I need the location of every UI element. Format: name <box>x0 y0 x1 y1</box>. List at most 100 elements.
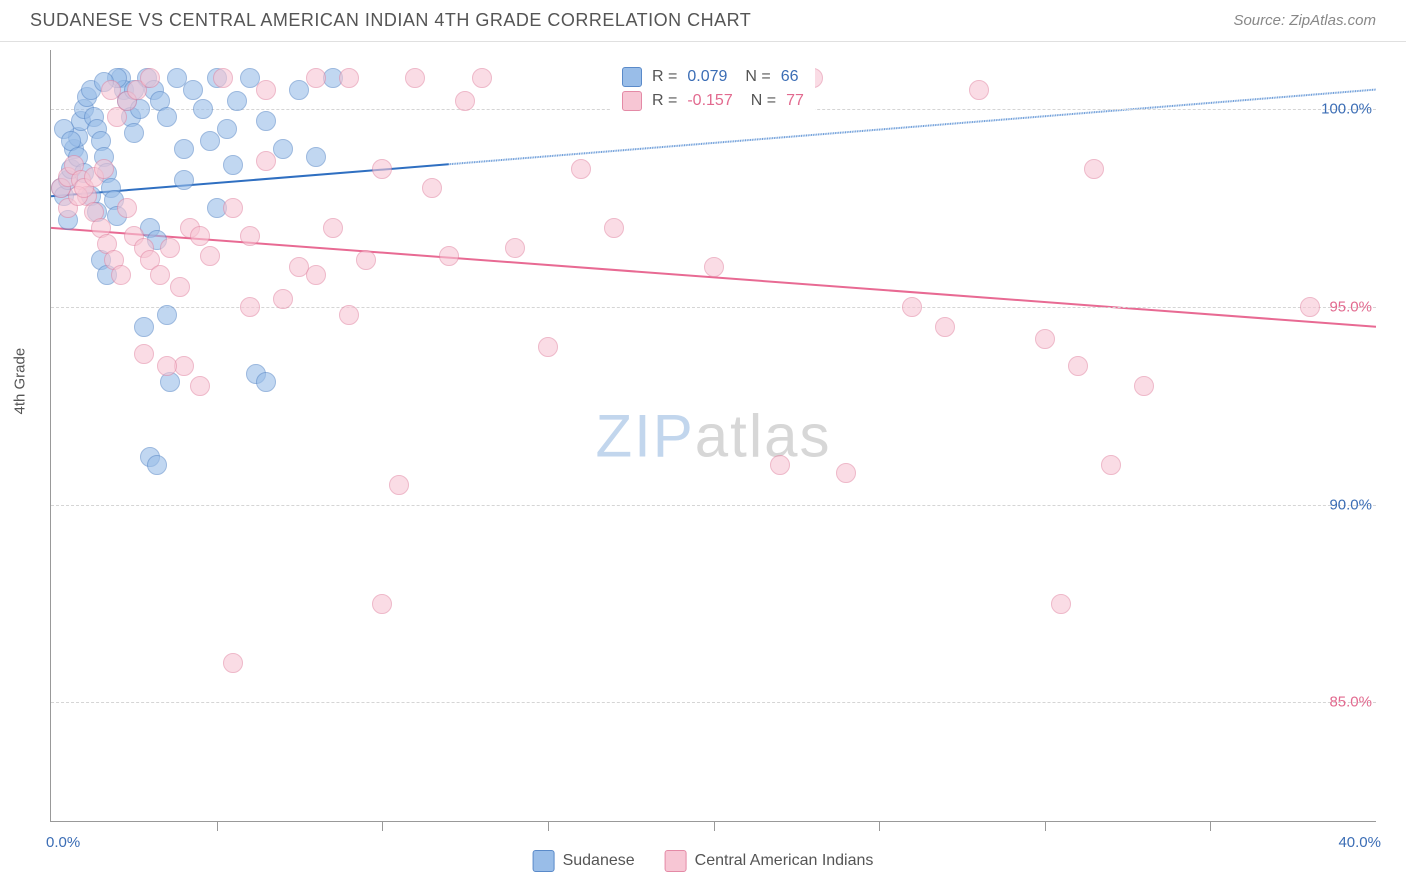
n-value: 66 <box>781 68 799 86</box>
scatter-point <box>193 99 213 119</box>
scatter-point <box>405 68 425 88</box>
scatter-point <box>1084 159 1104 179</box>
scatter-point <box>157 305 177 325</box>
scatter-point <box>422 178 442 198</box>
x-tick <box>1045 821 1046 831</box>
scatter-point <box>124 123 144 143</box>
r-label: R = <box>652 92 677 110</box>
scatter-point <box>372 594 392 614</box>
scatter-point <box>1035 329 1055 349</box>
scatter-point <box>240 297 260 317</box>
scatter-point <box>273 139 293 159</box>
y-tick-label: 95.0% <box>1329 298 1372 315</box>
scatter-point <box>704 257 724 277</box>
scatter-point <box>306 68 326 88</box>
chart-title: SUDANESE VS CENTRAL AMERICAN INDIAN 4TH … <box>30 10 751 31</box>
scatter-point <box>94 159 114 179</box>
scatter-point <box>935 317 955 337</box>
scatter-point <box>190 376 210 396</box>
scatter-point <box>223 198 243 218</box>
n-label: N = <box>751 92 776 110</box>
stats-row: R = 0.079 N = 66 <box>622 65 804 89</box>
scatter-point <box>256 80 276 100</box>
series-swatch <box>622 91 642 111</box>
x-min-label: 0.0% <box>46 834 80 851</box>
x-tick <box>382 821 383 831</box>
scatter-point <box>200 131 220 151</box>
x-tick <box>1210 821 1211 831</box>
r-label: R = <box>652 68 677 86</box>
scatter-point <box>101 80 121 100</box>
scatter-point <box>157 107 177 127</box>
scatter-point <box>306 265 326 285</box>
n-label: N = <box>745 68 770 86</box>
r-value: 0.079 <box>687 68 727 86</box>
scatter-point <box>160 238 180 258</box>
scatter-point <box>227 91 247 111</box>
x-tick <box>879 821 880 831</box>
scatter-point <box>223 155 243 175</box>
scatter-point <box>439 246 459 266</box>
scatter-point <box>147 455 167 475</box>
scatter-point <box>140 68 160 88</box>
x-tick <box>548 821 549 831</box>
x-max-label: 40.0% <box>1338 834 1381 851</box>
y-tick-label: 100.0% <box>1321 101 1372 118</box>
watermark-zip: ZIP <box>595 402 694 469</box>
scatter-point <box>200 246 220 266</box>
scatter-point <box>174 170 194 190</box>
series-swatch <box>622 67 642 87</box>
n-value: 77 <box>786 92 804 110</box>
scatter-point <box>770 455 790 475</box>
legend-swatch <box>533 850 555 872</box>
scatter-point <box>117 198 137 218</box>
legend-item[interactable]: Central American Indians <box>665 850 874 872</box>
scatter-point <box>134 344 154 364</box>
watermark-atlas: atlas <box>695 402 832 469</box>
legend-label: Sudanese <box>563 852 635 870</box>
scatter-point <box>217 119 237 139</box>
scatter-point <box>538 337 558 357</box>
x-tick <box>217 821 218 831</box>
gridline <box>51 702 1376 703</box>
x-tick <box>714 821 715 831</box>
scatter-point <box>356 250 376 270</box>
scatter-point <box>604 218 624 238</box>
scatter-point <box>273 289 293 309</box>
scatter-point <box>1101 455 1121 475</box>
trend-lines <box>51 50 1376 821</box>
legend: Sudanese Central American Indians <box>533 850 874 872</box>
y-axis-title: 4th Grade <box>12 348 29 415</box>
chart-container: 4th Grade ZIPatlas 100.0%95.0%90.0%85.0%… <box>50 50 1376 822</box>
source-attribution: Source: ZipAtlas.com <box>1233 12 1376 29</box>
scatter-point <box>256 372 276 392</box>
r-value: -0.157 <box>687 92 732 110</box>
plot-area: ZIPatlas 100.0%95.0%90.0%85.0%0.0%40.0%R… <box>50 50 1376 822</box>
stats-box: R = 0.079 N = 66 R = -0.157 N = 77 <box>611 60 815 118</box>
scatter-point <box>323 218 343 238</box>
scatter-point <box>111 265 131 285</box>
scatter-point <box>223 653 243 673</box>
scatter-point <box>339 305 359 325</box>
scatter-point <box>1134 376 1154 396</box>
watermark: ZIPatlas <box>595 401 831 470</box>
y-tick-label: 90.0% <box>1329 496 1372 513</box>
stats-row: R = -0.157 N = 77 <box>622 89 804 113</box>
scatter-point <box>134 317 154 337</box>
scatter-point <box>1068 356 1088 376</box>
scatter-point <box>969 80 989 100</box>
scatter-point <box>183 80 203 100</box>
scatter-point <box>372 159 392 179</box>
scatter-point <box>1051 594 1071 614</box>
scatter-point <box>306 147 326 167</box>
legend-item[interactable]: Sudanese <box>533 850 635 872</box>
scatter-point <box>150 265 170 285</box>
chart-header: SUDANESE VS CENTRAL AMERICAN INDIAN 4TH … <box>0 0 1406 42</box>
scatter-point <box>256 151 276 171</box>
scatter-point <box>836 463 856 483</box>
scatter-point <box>505 238 525 258</box>
scatter-point <box>170 277 190 297</box>
scatter-point <box>472 68 492 88</box>
scatter-point <box>174 139 194 159</box>
scatter-point <box>213 68 233 88</box>
